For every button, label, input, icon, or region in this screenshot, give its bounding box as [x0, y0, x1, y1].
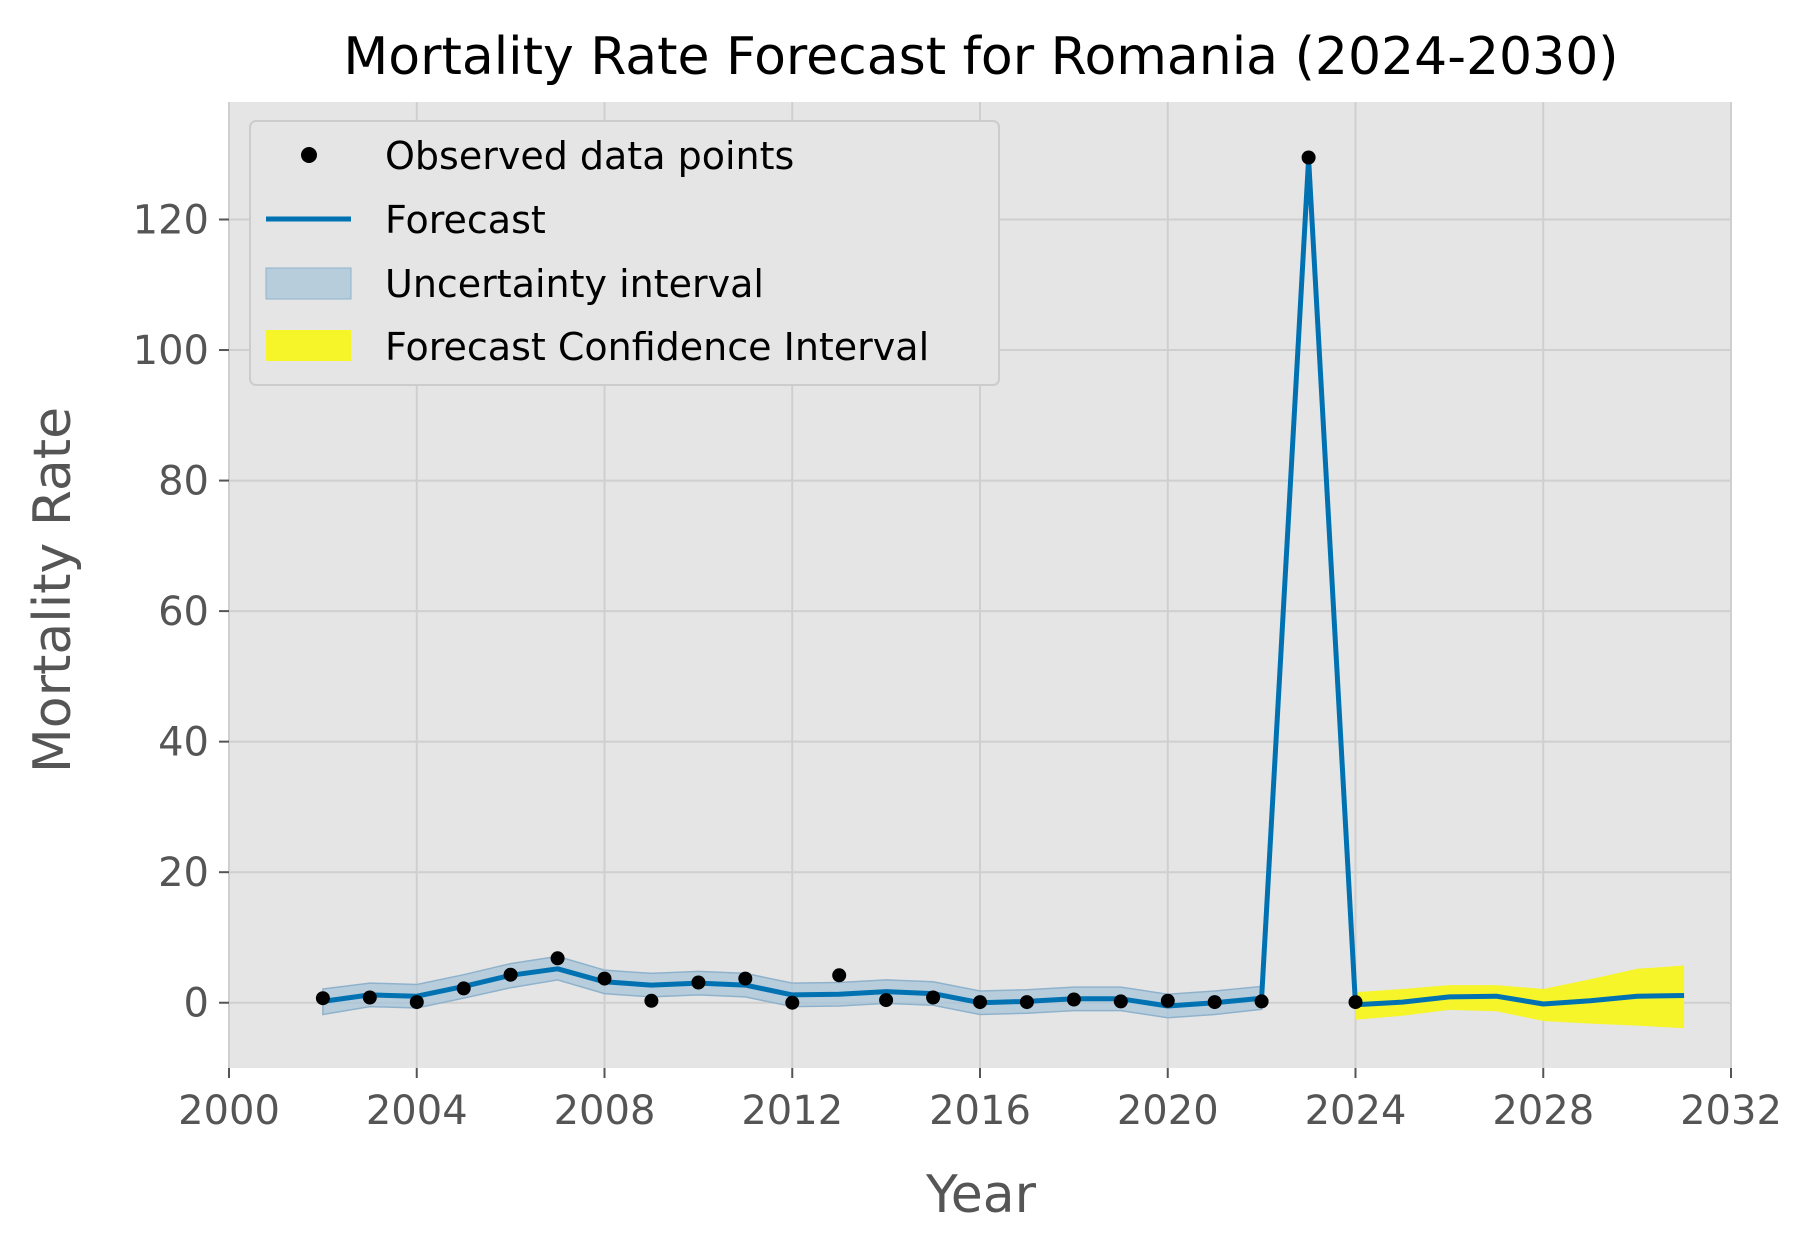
legend-label-observed: Observed data points: [385, 134, 794, 178]
legend-item-observed: Observed data points: [301, 134, 794, 178]
x-tick-label: 2028: [1492, 1088, 1594, 1134]
observed-point: [503, 967, 518, 982]
observed-point: [409, 995, 424, 1010]
y-tick-label: 60: [158, 589, 209, 635]
observed-point: [738, 971, 753, 986]
observed-point: [644, 993, 659, 1008]
x-tick-label: 2008: [554, 1088, 656, 1134]
legend-box: [249, 120, 1000, 386]
x-tick-label: 2012: [741, 1088, 843, 1134]
observed-point: [1113, 994, 1128, 1009]
observed-point: [1160, 993, 1175, 1008]
legend-label-uncertainty: Uncertainty interval: [385, 262, 764, 306]
observed-point: [1348, 995, 1363, 1010]
observed-point: [832, 968, 847, 983]
x-tick-label: 2000: [178, 1088, 280, 1134]
observed-point: [362, 990, 377, 1005]
legend-label-forecast: Forecast: [385, 198, 546, 242]
x-tick-label: 2020: [1117, 1088, 1219, 1134]
observed-point: [785, 995, 800, 1010]
legend: Observed data points Forecast Uncertaint…: [249, 120, 1000, 386]
tick-layer: 2000 2004 2008 2012 2016 2020 2024 2028 2032 0 20 4…: [133, 197, 1782, 1134]
observed-point: [1019, 995, 1034, 1010]
observed-point: [1066, 992, 1081, 1007]
legend-item-forecast: Forecast: [266, 198, 546, 242]
y-tick-label: 100: [133, 328, 209, 374]
legend-swatch-uncertainty: [265, 267, 352, 300]
chart-title: Mortality Rate Forecast for Romania (202…: [343, 27, 1618, 87]
forecast-ci-band: [1355, 965, 1685, 1029]
observed-point: [1254, 994, 1269, 1009]
x-axis-label: Year: [925, 1165, 1037, 1225]
legend-swatch-observed: [301, 147, 317, 163]
y-tick-label: 20: [158, 850, 209, 896]
observed-point: [879, 993, 894, 1008]
observed-point: [926, 990, 941, 1005]
y-tick-label: 80: [158, 459, 209, 505]
x-tick-label: 2032: [1680, 1088, 1782, 1134]
forecast-line: [322, 156, 1685, 1009]
y-tick-label: 120: [133, 197, 209, 243]
observed-point: [973, 995, 987, 1010]
observed-point: [456, 981, 471, 996]
y-tick-label: 40: [158, 720, 209, 766]
observed-point: [1207, 995, 1222, 1010]
legend-item-uncertainty: Uncertainty interval: [265, 262, 764, 306]
legend-swatch-forecast-ci: [266, 330, 351, 361]
legend-label-forecast-ci: Forecast Confidence Interval: [385, 325, 929, 369]
observed-point: [597, 971, 612, 986]
legend-item-forecast-ci: Forecast Confidence Interval: [266, 325, 929, 369]
x-tick-label: 2016: [929, 1088, 1031, 1134]
x-tick-label: 2004: [366, 1088, 468, 1134]
observed-point: [550, 951, 565, 966]
y-tick-label: 0: [184, 981, 209, 1027]
observed-point: [691, 975, 706, 990]
observed-point: [315, 991, 330, 1006]
observed-point: [1301, 150, 1316, 165]
series-layer: [315, 150, 1685, 1029]
x-tick-label: 2024: [1305, 1088, 1407, 1134]
y-axis-label: Mortality Rate: [23, 407, 83, 773]
